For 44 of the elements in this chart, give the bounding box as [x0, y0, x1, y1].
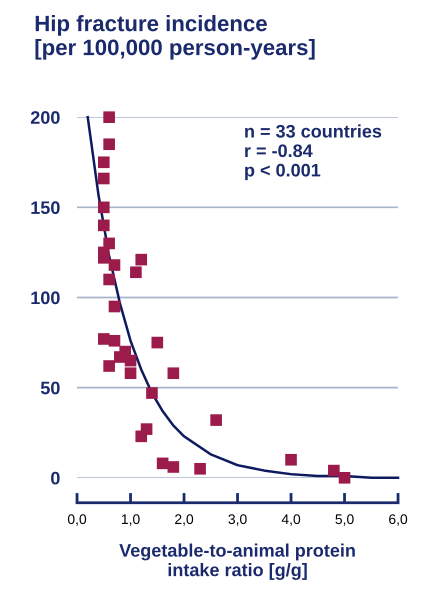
point	[156, 458, 168, 470]
y-tick-label: 0	[51, 472, 60, 485]
x-tick-label: 4,0	[282, 514, 300, 526]
point	[108, 300, 120, 312]
point	[108, 259, 120, 271]
point	[151, 336, 164, 348]
chart-title: Hip fracture incidence [per 100,000 person-years]	[35, 15, 315, 60]
x-tick-label: 2,0	[175, 514, 194, 526]
point	[103, 274, 115, 286]
y-tick-label: 200	[30, 111, 60, 124]
x-tick-label: 6,0	[389, 514, 408, 526]
point	[124, 367, 136, 380]
point	[210, 414, 222, 426]
point	[135, 430, 148, 442]
point	[146, 387, 158, 399]
point	[194, 462, 206, 475]
y-tick-label: 50	[40, 382, 60, 394]
x-tick-label: 5,0	[335, 514, 354, 526]
point	[124, 354, 136, 366]
point	[328, 464, 340, 476]
point	[98, 252, 110, 264]
point	[338, 472, 350, 484]
point	[98, 333, 110, 345]
point	[103, 111, 115, 124]
point	[98, 172, 110, 184]
point	[98, 156, 110, 168]
point	[103, 360, 115, 372]
y-tick-label: 150	[31, 201, 60, 214]
point	[98, 220, 110, 232]
point	[135, 254, 148, 266]
point	[108, 334, 120, 347]
point	[103, 138, 115, 150]
x-tick-label: 1,0	[122, 514, 140, 526]
annotation: n = 33 countries r = -0.84 p < 0.001	[245, 124, 382, 180]
point	[168, 367, 180, 380]
y-tick-label: 100	[31, 291, 60, 304]
x-tick-label: 3,0	[228, 514, 247, 526]
x-tick-label: 0,0	[68, 514, 86, 526]
point	[130, 266, 142, 278]
point	[98, 202, 110, 214]
point	[114, 351, 126, 363]
point	[285, 454, 297, 466]
point	[168, 461, 180, 473]
x-axis-title: Vegetable-to-animal protein intake ratio [g/g]	[119, 544, 355, 580]
